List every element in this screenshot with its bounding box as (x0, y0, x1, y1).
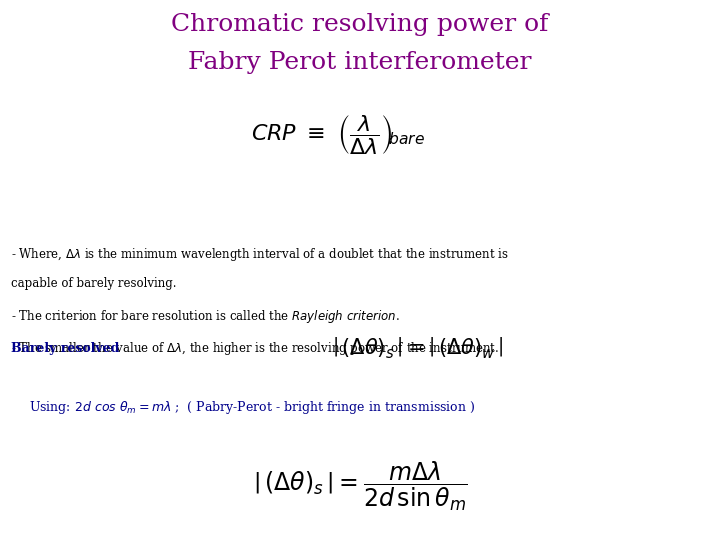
Text: $\left|\,(\Delta\theta)_s\,\right|=\left|\,(\Delta\theta)_w\,\right|$: $\left|\,(\Delta\theta)_s\,\right|=\left… (332, 336, 503, 360)
Text: Barely resolved: Barely resolved (11, 342, 120, 355)
Text: $\left|\,(\Delta\theta)_s\,\right|=\dfrac{m\Delta\lambda}{2d\,\sin\theta_m}$: $\left|\,(\Delta\theta)_s\,\right|=\dfra… (253, 459, 467, 512)
Text: Using: $\mathit{2d\ cos\ \theta_m= m\lambda}$ ;  ( Pabry-Perot - bright fringe i: Using: $\mathit{2d\ cos\ \theta_m= m\lam… (29, 399, 475, 416)
Text: $\mathit{CRP}\ \equiv\ \left(\dfrac{\lambda}{\Delta\lambda}\right)_{\!\!\mathit{: $\mathit{CRP}\ \equiv\ \left(\dfrac{\lam… (251, 113, 426, 157)
Text: - Where, $\Delta\lambda$ is the minimum wavelength interval of a doublet that th: - Where, $\Delta\lambda$ is the minimum … (11, 246, 508, 262)
Text: Chromatic resolving power of: Chromatic resolving power of (171, 14, 549, 37)
Text: - The smaller the value of $\Delta\lambda$, the higher is the resolving power of: - The smaller the value of $\Delta\lambd… (11, 340, 499, 356)
Text: - The criterion for bare resolution is called the $\mathit{Rayleigh\ criterion}$: - The criterion for bare resolution is c… (11, 308, 400, 325)
Text: capable of barely resolving.: capable of barely resolving. (11, 277, 176, 290)
Text: Fabry Perot interferometer: Fabry Perot interferometer (188, 51, 532, 75)
